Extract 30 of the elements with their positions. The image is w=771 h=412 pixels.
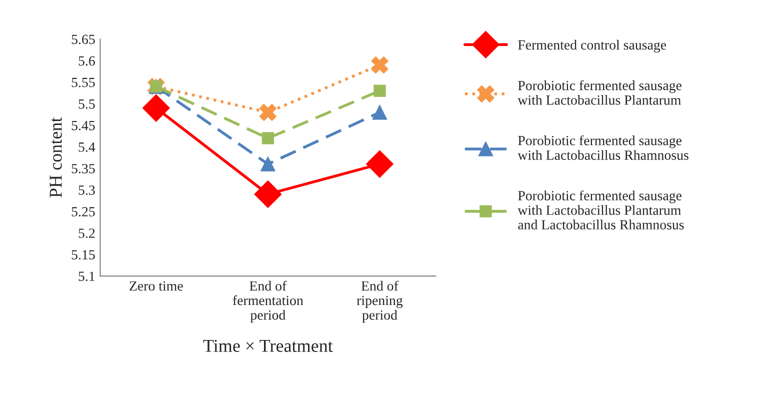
point [374,84,386,97]
y-tick-label: 5.15 [72,250,95,260]
y-tick-label: 5.25 [72,207,95,216]
y-tick-label: 5.55 [72,78,95,88]
point [372,105,388,120]
x-tick-label: End of fermentation period [232,280,304,323]
y-tick-label: 5.5 [78,99,95,109]
x-tick-label: Zero time [130,281,183,291]
y-tick-label: 5.2 [78,228,95,238]
legend-label: Porobiotic fermented sausage with Lactobacillus Plantarum and Lactobacillus Rhamnosus [518,190,684,230]
y-tick-label: 5.4 [78,142,96,152]
x-axis-title: Time × Treatment [203,340,333,352]
y-tick-label: 5.65 [72,34,95,44]
y-tick-label: 5.35 [72,164,95,174]
legend-label: Porobiotic fermented sausage with Lactobacillus Rhamnosus [518,135,688,160]
point [142,94,170,122]
y-tick-label: 5.1 [78,272,95,282]
x-tick-label: End of ripening period [356,280,403,323]
point [259,104,276,121]
y-axis-title: PH content [50,117,62,198]
point [262,132,274,144]
y-tick-label: 5.45 [72,120,95,130]
legend-label: Porobiotic fermented sausage with Lactobacillus Plantarum [518,80,682,105]
point [366,150,394,178]
point [260,156,276,172]
y-tick-label: 5.3 [78,186,95,195]
legend-label: Fermented control sausage [518,40,666,53]
y-tick-label: 5.6 [78,56,95,66]
point [371,56,388,74]
point [254,180,282,208]
